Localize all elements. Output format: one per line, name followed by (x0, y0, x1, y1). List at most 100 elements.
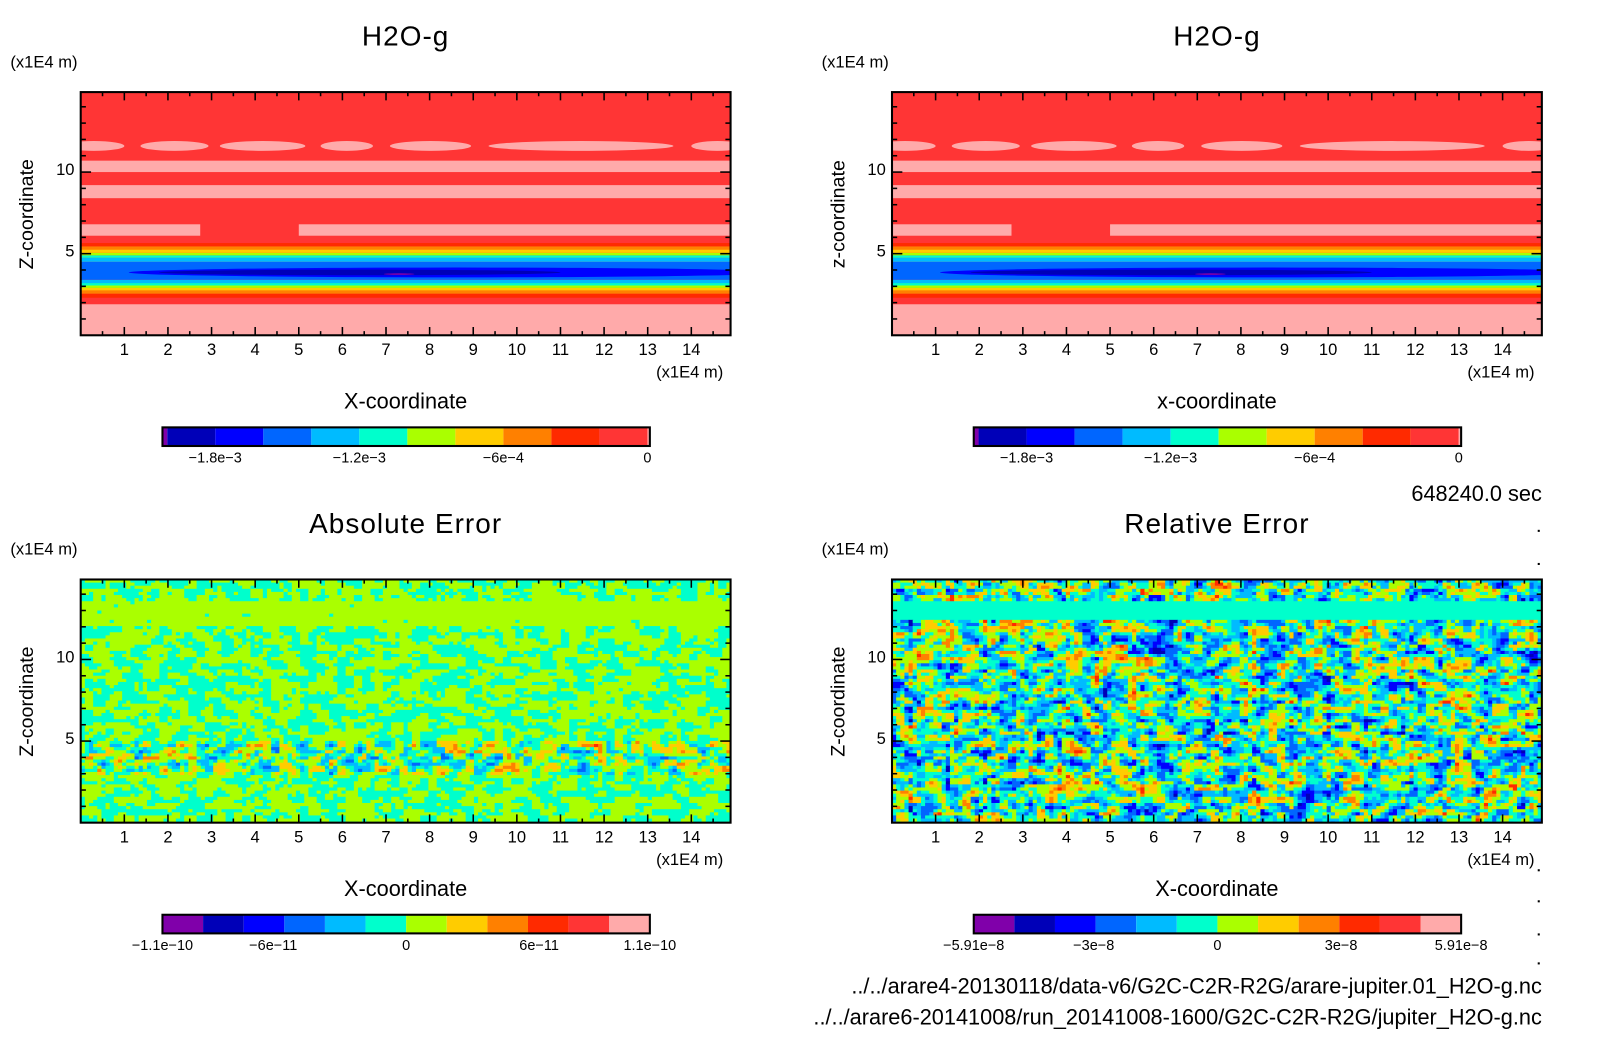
contour-cell (80, 579, 86, 584)
contour-cell (130, 666, 144, 671)
contour-cell (577, 722, 591, 726)
contour-cell (647, 719, 669, 723)
contour-cell (333, 762, 338, 767)
contour-cell (188, 747, 198, 751)
contour-cell (676, 756, 698, 761)
contour-cell (378, 806, 392, 810)
contour-cell (1210, 595, 1216, 599)
contour-cell (461, 796, 475, 801)
contour-cell (502, 734, 516, 739)
contour-cell (643, 706, 669, 711)
contour-cell (146, 709, 160, 714)
contour-cell (1289, 591, 1295, 596)
contour-cell (80, 728, 86, 733)
contour-cell (548, 734, 554, 739)
contour-cell (705, 591, 715, 596)
contour-cell (1529, 585, 1535, 590)
contour-cell (382, 796, 392, 801)
contour-cell (279, 787, 309, 792)
contour-cell (395, 806, 405, 810)
contour-cell (324, 740, 330, 745)
contour-cell (606, 781, 616, 785)
contour-cell (610, 809, 641, 813)
contour-cell (97, 806, 107, 810)
contour-cell (548, 768, 554, 773)
contour-cell (300, 756, 309, 761)
contour-cell (395, 666, 413, 671)
contour-cell (494, 712, 512, 717)
contour-cell (163, 765, 169, 770)
contour-cell (316, 647, 338, 652)
contour-cell (167, 744, 177, 748)
contour-cell (560, 765, 566, 770)
contour-cell (97, 744, 102, 748)
contour-cell (250, 588, 264, 593)
contour-cell (726, 784, 731, 789)
contour-cell (358, 793, 405, 798)
contour-cell (697, 747, 711, 751)
contour-cell (1372, 585, 1377, 590)
contour-cell (502, 694, 512, 698)
contour-cell (556, 750, 574, 754)
contour-cell (80, 595, 94, 599)
contour-cell (945, 585, 951, 590)
contour-cell (490, 691, 516, 695)
contour-cell (80, 712, 94, 717)
contour-cell (668, 688, 731, 692)
contour-cell (316, 626, 334, 630)
contour-cell (171, 765, 181, 770)
contour-cell (436, 784, 475, 789)
contour-cell (395, 740, 405, 745)
contour-cell (589, 672, 607, 677)
contour-cell (598, 638, 616, 643)
contour-cell (291, 793, 297, 798)
contour-cell (1438, 588, 1444, 593)
contour-cell (262, 753, 289, 757)
contour-cell (192, 765, 198, 770)
x-tick-label: 8 (425, 341, 435, 360)
contour-cell (424, 744, 429, 748)
contour-cell (420, 815, 438, 820)
contour-cell (353, 722, 367, 726)
contour-cell (180, 815, 185, 820)
contour-cell (233, 644, 239, 649)
contour-cell (1218, 579, 1224, 584)
contour-cell (676, 778, 682, 782)
contour-cell (320, 812, 338, 816)
contour-cell (709, 641, 715, 646)
contour-cell (490, 672, 496, 677)
contour-cell (151, 728, 160, 733)
contour-cell (399, 579, 405, 584)
contour-cell (668, 740, 678, 745)
contour-cell (291, 765, 297, 770)
contour-cell (697, 638, 707, 643)
contour-cell (329, 595, 355, 599)
contour-cell (80, 638, 86, 643)
contour-cell (1330, 585, 1340, 590)
contour-cell (101, 765, 107, 770)
contour-cell (1115, 588, 1133, 593)
contour-cell (122, 672, 144, 677)
contour-cell (473, 768, 487, 773)
contour-cell (420, 750, 429, 754)
contour-cell (246, 632, 256, 636)
contour-cell (88, 737, 107, 742)
x-tick-label: 14 (682, 341, 701, 360)
contour-cell (353, 663, 400, 667)
contour-cell (656, 740, 661, 745)
contour-cell (983, 595, 988, 599)
contour-cell (159, 716, 169, 720)
contour-cell (502, 771, 508, 776)
contour-cell (266, 660, 285, 664)
contour-cell (1243, 579, 1249, 584)
contour-cell (80, 641, 94, 646)
contour-cell (159, 672, 169, 677)
contour-cell (84, 725, 136, 730)
contour-cell (378, 669, 409, 674)
contour-cell (660, 750, 674, 754)
contour-cell (531, 598, 578, 602)
contour-cell (254, 799, 264, 804)
contour-cell (122, 768, 127, 773)
contour-cell (93, 647, 131, 652)
contour-cell (80, 765, 86, 770)
